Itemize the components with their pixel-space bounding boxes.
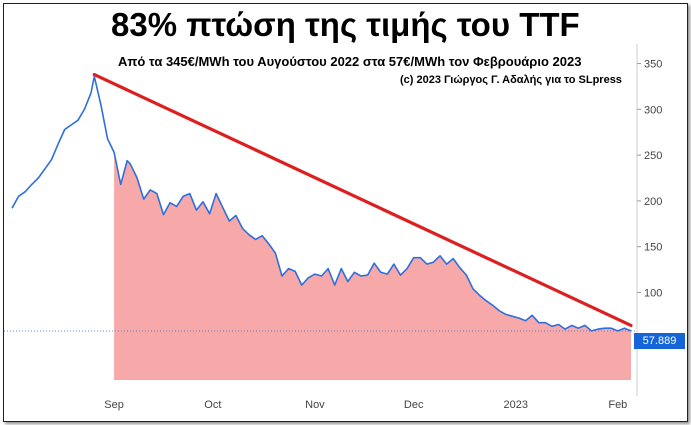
x-tick-label: Sep: [104, 399, 124, 411]
x-tick-label: Oct: [204, 399, 221, 411]
chart-subtitle: Από τα 345€/MWh του Αυγούστου 2022 στα 5…: [118, 54, 582, 69]
chart-title: 83% πτώση της τιμής του TTF: [111, 6, 580, 43]
x-tick-label: Feb: [608, 399, 627, 411]
x-tick-label: Dec: [404, 399, 424, 411]
trend-line: [92, 72, 633, 328]
y-tick-label: 350: [644, 59, 662, 71]
ttf-price-chart: 100 150 200 250 300 350 Sep Oct Nov Dec 2023 Feb: [4, 44, 662, 411]
x-tick-label: 2023: [504, 399, 528, 411]
y-tick-label: 300: [644, 104, 662, 116]
chart-frame: 100 150 200 250 300 350 Sep Oct Nov Dec 2023 Feb 83…: [3, 3, 688, 422]
last-value-badge: 57.889: [634, 333, 685, 349]
y-tick-label: 150: [644, 242, 662, 254]
chart-credit: (c) 2023 Γιώργος Γ. Αδαλής για το SLpres…: [400, 74, 622, 86]
x-tick-label: Nov: [305, 399, 325, 411]
y-tick-label: 200: [644, 196, 662, 208]
y-tick-label: 100: [644, 287, 662, 299]
y-tick-label: 250: [644, 150, 662, 162]
price-line: [11, 75, 632, 332]
